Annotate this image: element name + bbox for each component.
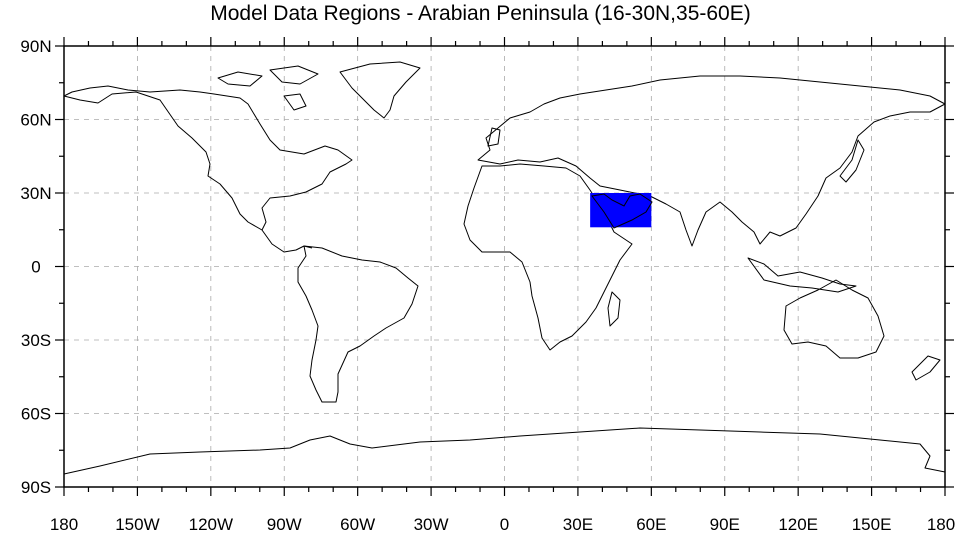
coast-japan <box>839 139 865 183</box>
lat-tick-label: 60S <box>21 405 51 424</box>
lon-tick-label: 120W <box>189 515 233 533</box>
coast-arabian-peninsula <box>591 193 653 229</box>
coast-africa <box>463 163 633 351</box>
coast-new-zealand <box>911 355 941 381</box>
coast-eurasia <box>477 75 946 247</box>
coast-north-america <box>63 85 353 231</box>
latitude-labels: 90N 60N 30N 0 30S 60S 90S <box>20 37 51 497</box>
lon-tick-label: 180 <box>927 515 955 533</box>
coast-antarctica <box>63 427 946 475</box>
lon-tick-label: 150W <box>115 515 159 533</box>
lat-tick-label: 0 <box>31 258 40 277</box>
lon-tick-label: 60W <box>340 515 375 533</box>
lon-tick-label: 120E <box>778 515 818 533</box>
lon-tick-label: 30E <box>563 515 593 533</box>
coast-greenland <box>339 61 421 119</box>
coast-southeast-asia <box>747 257 857 293</box>
map-title: Model Data Regions - Arabian Peninsula (… <box>210 2 751 25</box>
lat-tick-label: 90N <box>20 37 51 56</box>
coast-arctic-islands <box>217 65 319 111</box>
lon-tick-label: 30W <box>414 515 449 533</box>
longitude-labels: 180 150W 120W 90W 60W 30W 0 30E 60E 90E 120E 150E 18… <box>50 515 955 533</box>
lon-tick-label: 180 <box>50 515 78 533</box>
lon-tick-label: 90E <box>710 515 740 533</box>
lon-tick-label: 90W <box>267 515 302 533</box>
axis-ticks <box>55 37 954 496</box>
lat-tick-label: 30S <box>21 331 51 350</box>
lon-tick-label: 60E <box>636 515 666 533</box>
coast-south-america <box>297 245 419 403</box>
lon-tick-label: 150E <box>852 515 892 533</box>
coast-madagascar <box>607 291 621 327</box>
coast-british-isles <box>487 127 501 147</box>
graticule <box>64 46 945 487</box>
lon-tick-label: 0 <box>500 515 509 533</box>
lat-tick-label: 60N <box>20 111 51 130</box>
lat-tick-label: 30N <box>20 184 51 203</box>
coast-australia <box>783 279 885 359</box>
region-highlight <box>590 193 652 228</box>
lat-tick-label: 90S <box>21 478 51 497</box>
